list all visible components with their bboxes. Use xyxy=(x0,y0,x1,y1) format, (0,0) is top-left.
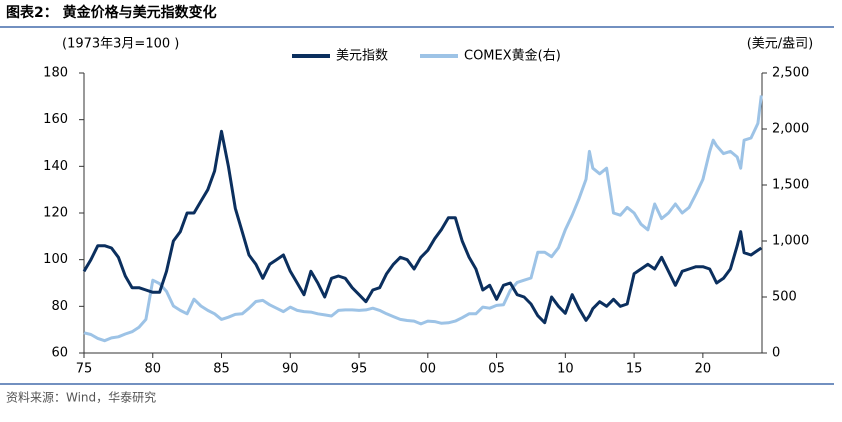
x-tick-label: 95 xyxy=(351,362,368,377)
legend-label: 美元指数 xyxy=(336,49,388,64)
y-tick-label: 140 xyxy=(43,159,68,174)
y2-tick-label: 1,500 xyxy=(772,178,809,193)
y2-axis-label: (美元/盎司) xyxy=(747,37,814,52)
y-tick-label: 100 xyxy=(43,252,68,267)
legend-label: COMEX黄金(右) xyxy=(464,48,561,64)
y2-tick-label: 0 xyxy=(772,346,780,361)
line-series xyxy=(82,129,763,325)
y-tick-label: 60 xyxy=(51,346,68,361)
y2-tick-label: 2,500 xyxy=(772,66,809,81)
source: 资料来源：Wind，华泰研究 xyxy=(6,390,156,405)
y-tick-label: 180 xyxy=(43,66,68,81)
y-tick-label: 120 xyxy=(43,206,68,221)
chart-title: 图表2： 黄金价格与美元指数变化 xyxy=(6,4,217,21)
y2-tick-label: 1,000 xyxy=(772,234,809,249)
y-tick-label: 80 xyxy=(51,299,68,314)
y-axis-label: (1973年3月=100 ) xyxy=(62,37,179,52)
x-tick-label: 20 xyxy=(695,362,712,377)
y2-tick-label: 2,000 xyxy=(772,122,809,137)
x-tick-label: 90 xyxy=(282,362,299,377)
y-tick-label: 160 xyxy=(43,112,68,127)
x-tick-label: 00 xyxy=(420,362,437,377)
x-tick-label: 05 xyxy=(488,362,505,377)
line-series xyxy=(83,95,763,343)
y2-tick-label: 500 xyxy=(772,290,797,305)
x-tick-label: 80 xyxy=(144,362,161,377)
x-tick-label: 10 xyxy=(557,362,574,377)
x-tick-label: 85 xyxy=(213,362,230,377)
x-tick-label: 15 xyxy=(626,362,643,377)
x-tick-label: 75 xyxy=(76,362,93,377)
